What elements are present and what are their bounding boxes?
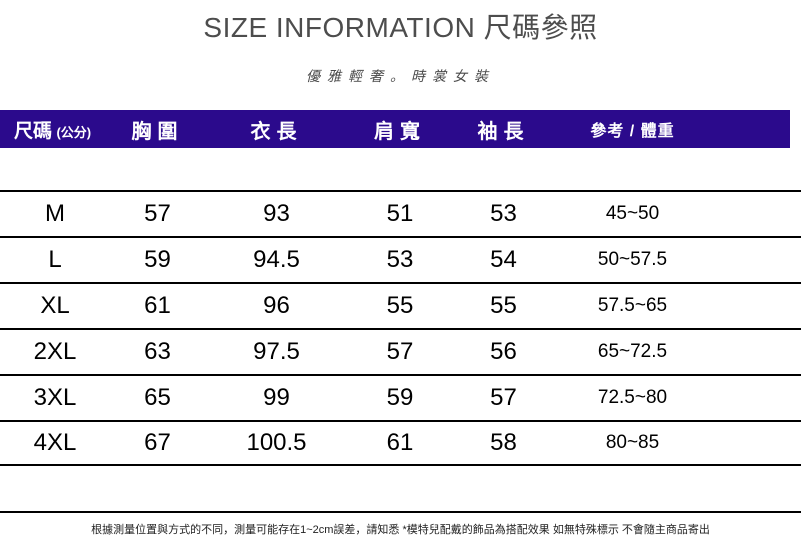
size-cell: 2XL [33, 338, 77, 365]
page-subtitle: 優雅輕奢。時裳女裝 [306, 69, 495, 85]
size-table: M 57 93 51 53 45~50 L 59 94.5 53 54 50~5… [0, 190, 801, 466]
bust-cell: 65 [144, 384, 171, 411]
size-cell: XL [40, 292, 70, 319]
table-row: 3XL 65 99 59 57 72.5~80 [0, 374, 801, 420]
size-cell: M [45, 200, 65, 227]
column-header-length: 衣長 [250, 120, 303, 143]
sleeve-cell: 54 [490, 246, 517, 273]
bust-cell: 67 [144, 429, 171, 456]
shoulder-cell: 57 [386, 338, 414, 365]
size-cell: L [48, 246, 62, 273]
shoulder-cell: 59 [386, 384, 414, 411]
column-header-shoulder: 肩寬 [374, 120, 426, 143]
page-title: SIZE INFORMATION 尺碼參照 [203, 12, 598, 43]
sleeve-cell: 53 [490, 200, 517, 227]
footer-note: 根據測量位置與方式的不同，測量可能存在1~2cm誤差，請知悉 *模特兒配戴的飾品… [91, 524, 710, 536]
sleeve-cell: 58 [490, 429, 517, 456]
weight-cell: 72.5~80 [597, 387, 668, 408]
length-cell: 96 [263, 292, 290, 319]
sleeve-cell: 57 [490, 384, 517, 411]
bust-cell: 61 [144, 292, 171, 319]
size-cell: 3XL [33, 384, 77, 411]
size-table-header: 尺碼 (公分) 胸圍 衣長 肩寬 袖長 參考 / 體重 [0, 110, 790, 148]
weight-cell: 57.5~65 [597, 295, 668, 316]
bust-cell: 57 [144, 200, 171, 227]
shoulder-cell: 61 [386, 429, 414, 456]
weight-cell: 80~85 [605, 432, 660, 453]
header-size-cell: 尺碼 (公分) [0, 116, 110, 143]
column-header-weight: 參考 / 體重 [590, 123, 675, 140]
header-size-label: 尺碼 [14, 120, 53, 142]
table-row: L 59 94.5 53 54 50~57.5 [0, 236, 801, 282]
column-header-bust: 胸圍 [131, 120, 184, 143]
table-row: 4XL 67 100.5 61 58 80~85 [0, 420, 801, 466]
column-header-sleeve: 袖長 [477, 120, 530, 143]
length-cell: 93 [263, 200, 290, 227]
length-cell: 94.5 [253, 246, 300, 273]
sleeve-cell: 55 [490, 292, 517, 319]
length-cell: 99 [263, 384, 290, 411]
weight-cell: 50~57.5 [597, 249, 668, 270]
table-row: XL 61 96 55 55 57.5~65 [0, 282, 801, 328]
header-unit-label: (公分) [56, 124, 92, 140]
shoulder-cell: 55 [386, 292, 414, 319]
weight-cell: 65~72.5 [597, 341, 668, 362]
size-cell: 4XL [33, 429, 77, 456]
length-cell: 100.5 [246, 429, 307, 456]
shoulder-cell: 53 [386, 246, 414, 273]
weight-cell: 45~50 [605, 203, 660, 224]
footer-divider: 根據測量位置與方式的不同，測量可能存在1~2cm誤差，請知悉 *模特兒配戴的飾品… [0, 511, 801, 536]
table-row: M 57 93 51 53 45~50 [0, 190, 801, 236]
shoulder-cell: 51 [386, 200, 414, 227]
length-cell: 97.5 [253, 338, 300, 365]
bust-cell: 59 [144, 246, 171, 273]
sleeve-cell: 56 [490, 338, 517, 365]
bust-cell: 63 [144, 338, 171, 365]
table-row: 2XL 63 97.5 57 56 65~72.5 [0, 328, 801, 374]
